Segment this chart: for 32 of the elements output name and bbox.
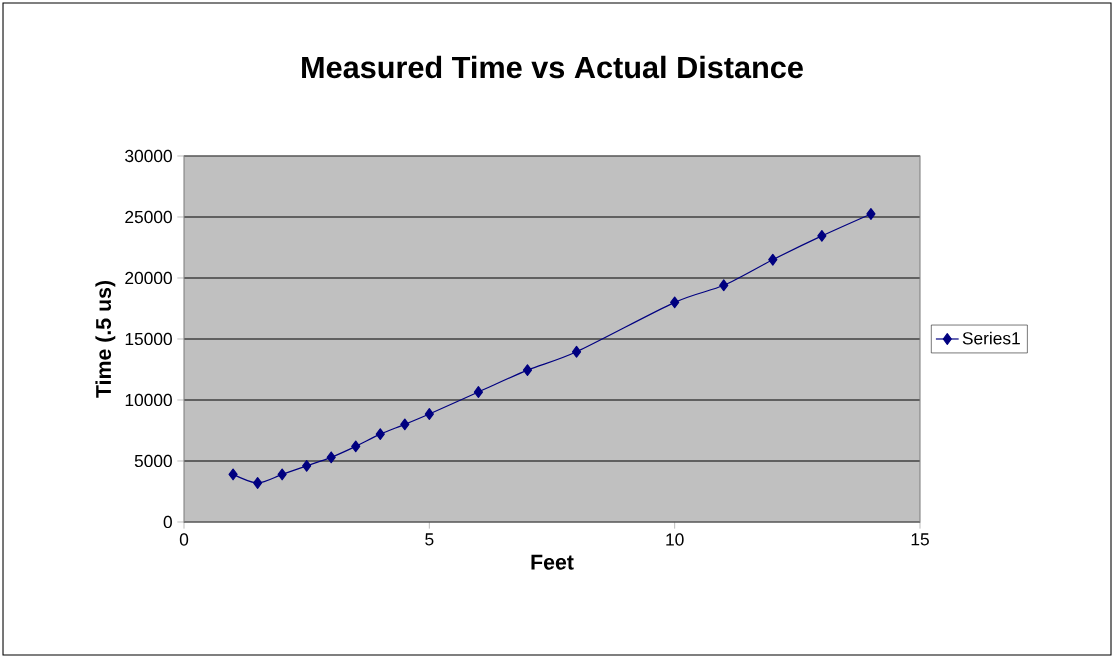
chart-title: Measured Time vs Actual Distance bbox=[302, 55, 803, 79]
point bbox=[326, 451, 336, 464]
y-tick-label: 5000 bbox=[134, 454, 172, 468]
x-axis-title: Feet bbox=[531, 554, 574, 570]
x-tick-label: 15 bbox=[911, 533, 929, 546]
y-tick-label: 30000 bbox=[125, 149, 172, 163]
point bbox=[817, 229, 827, 242]
point bbox=[473, 386, 484, 398]
point bbox=[866, 208, 876, 220]
y-tick-label: 15000 bbox=[125, 332, 172, 346]
point bbox=[670, 296, 680, 309]
y-tick-label: 20000 bbox=[125, 271, 172, 285]
point bbox=[522, 364, 533, 377]
point bbox=[400, 418, 410, 431]
point bbox=[351, 440, 361, 453]
y-tick-label: 0 bbox=[163, 515, 172, 529]
legend-label: Series1 bbox=[962, 331, 1020, 345]
point bbox=[571, 345, 582, 358]
point bbox=[302, 459, 312, 472]
point bbox=[375, 428, 385, 441]
point bbox=[424, 408, 434, 420]
x-tick-label: 5 bbox=[425, 533, 434, 546]
y-tick-label: 25000 bbox=[125, 210, 172, 224]
y-axis-title: Time (.5 us) bbox=[95, 280, 116, 398]
point bbox=[768, 253, 778, 266]
point bbox=[228, 468, 238, 481]
x-tick-label: 0 bbox=[179, 533, 189, 546]
x-tick-label: 10 bbox=[666, 533, 684, 546]
point bbox=[253, 477, 263, 489]
point bbox=[719, 279, 729, 292]
y-tick-label: 10000 bbox=[125, 393, 172, 407]
point bbox=[277, 468, 287, 481]
